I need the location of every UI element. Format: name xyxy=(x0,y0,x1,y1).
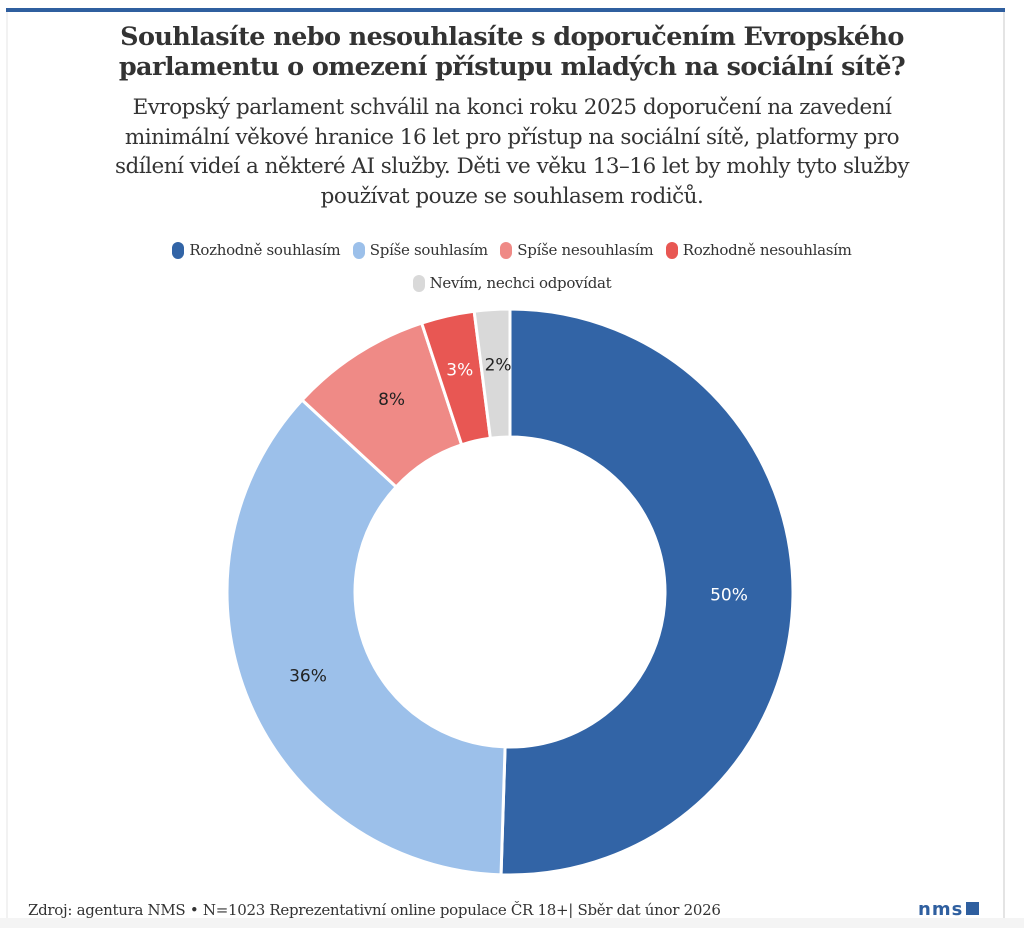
legend-item-rozhodne-souhlasim[interactable]: Rozhodně souhlasím xyxy=(172,236,341,265)
slice-label-rozhodne-nesouhlasim: 3% xyxy=(446,360,473,380)
legend-swatch xyxy=(500,242,513,259)
source-note: Zdroj: agentura NMS • N=1023 Reprezentat… xyxy=(28,901,721,919)
legend-item-spise-souhlasim[interactable]: Spíše souhlasím xyxy=(352,236,488,265)
chart-subtitle-line: používat pouze se souhlasem rodičů. xyxy=(320,183,704,209)
logo-square-icon xyxy=(966,902,980,915)
accent-top-bar xyxy=(6,8,1005,12)
chart-subtitle-line: minimální věkové hranice 16 let pro přís… xyxy=(124,124,900,150)
logo-text: nms xyxy=(918,899,964,920)
slice-label-spise-souhlasim: 36% xyxy=(289,667,327,687)
legend-swatch xyxy=(352,242,365,259)
slice-label-rozhodne-souhlasim: 50% xyxy=(710,585,748,605)
legend-label: Rozhodně souhlasím xyxy=(189,241,341,259)
bottom-strip xyxy=(0,918,1024,928)
donut-slice-spise-souhlasim[interactable] xyxy=(225,397,507,877)
legend-label: Spíše souhlasím xyxy=(369,241,488,259)
slice-label-nevim: 2% xyxy=(485,355,512,375)
legend: Rozhodně souhlasím Spíše souhlasím Spíše… xyxy=(20,236,1004,302)
chart-title-line: Souhlasíte nebo nesouhlasíte s doporučen… xyxy=(120,22,904,52)
chart-subtitle-line: sdílení videí a některé AI služby. Děti … xyxy=(114,154,910,179)
legend-item-spise-nesouhlasim[interactable]: Spíše nesouhlasím xyxy=(500,236,654,265)
legend-row: Rozhodně souhlasím Spíše souhlasím Spíše… xyxy=(20,236,1004,269)
legend-label: Spíše nesouhlasím xyxy=(517,241,654,259)
legend-swatch xyxy=(172,242,185,259)
legend-item-nevim[interactable]: Nevím, nechci odpovídat xyxy=(412,269,612,298)
legend-label: Rozhodně nesouhlasím xyxy=(682,241,852,259)
chart-subtitle: Evropský parlament schválil na konci rok… xyxy=(20,93,1004,211)
legend-item-rozhodne-nesouhlasim[interactable]: Rozhodně nesouhlasím xyxy=(665,236,852,265)
chart-subtitle-line: Evropský parlament schválil na konci rok… xyxy=(132,95,892,120)
legend-swatch xyxy=(412,275,425,292)
legend-swatch xyxy=(665,242,678,259)
chart-frame xyxy=(6,8,1005,920)
donut-slice-nevim[interactable] xyxy=(472,307,512,440)
donut-slice-rozhodne-souhlasim[interactable] xyxy=(499,307,795,877)
chart-title-line: parlamentu o omezení přístupu mladých na… xyxy=(118,52,906,82)
legend-row: Nevím, nechci odpovídat xyxy=(20,269,1004,302)
slice-label-spise-nesouhlasim: 8% xyxy=(378,390,405,410)
chart-title: Souhlasíte nebo nesouhlasíte s doporučen… xyxy=(20,22,1004,82)
nms-logo: nms xyxy=(918,899,980,920)
legend-label: Nevím, nechci odpovídat xyxy=(429,274,612,292)
